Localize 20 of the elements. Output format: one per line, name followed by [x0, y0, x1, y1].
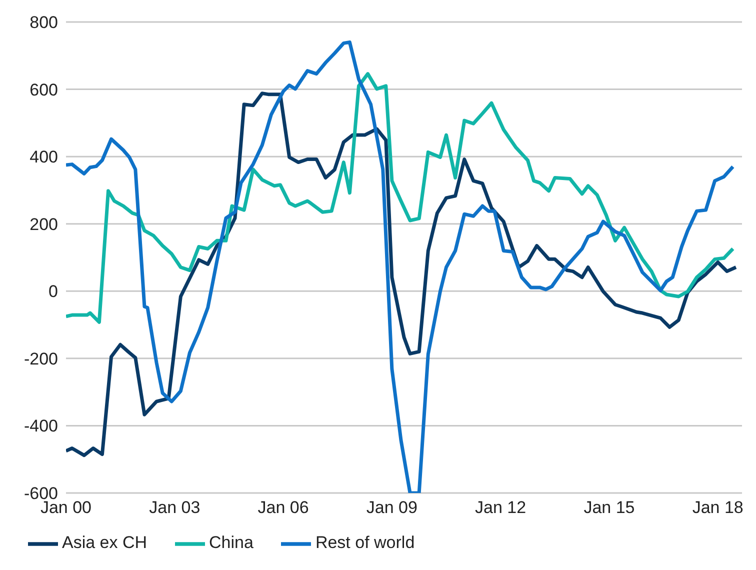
- x-tick-label: Jan 15: [584, 498, 635, 518]
- line-series: [66, 92, 738, 458]
- legend-label: China: [209, 533, 254, 552]
- y-tick-label: 400: [30, 148, 58, 167]
- legend-label: Asia ex CH: [62, 533, 148, 552]
- x-tick-label: Jan 06: [258, 498, 309, 518]
- line-series: [66, 40, 735, 493]
- x-tick-label: Jan 03: [149, 498, 200, 518]
- y-tick-label: 0: [48, 282, 58, 302]
- line-series: [66, 72, 735, 324]
- y-tick-label: -200: [24, 349, 58, 368]
- y-tick-label: 600: [30, 80, 58, 100]
- y-tick-label: -400: [24, 416, 58, 436]
- x-tick-label: Jan 18: [692, 498, 744, 518]
- y-tick-label: 200: [30, 214, 58, 234]
- x-tick-label: Jan 00: [40, 498, 92, 518]
- x-tick-label: Jan 09: [366, 498, 418, 518]
- legend-label: Rest of world: [315, 533, 415, 552]
- y-tick-label: 800: [30, 13, 58, 32]
- x-tick-label: Jan 12: [475, 498, 526, 518]
